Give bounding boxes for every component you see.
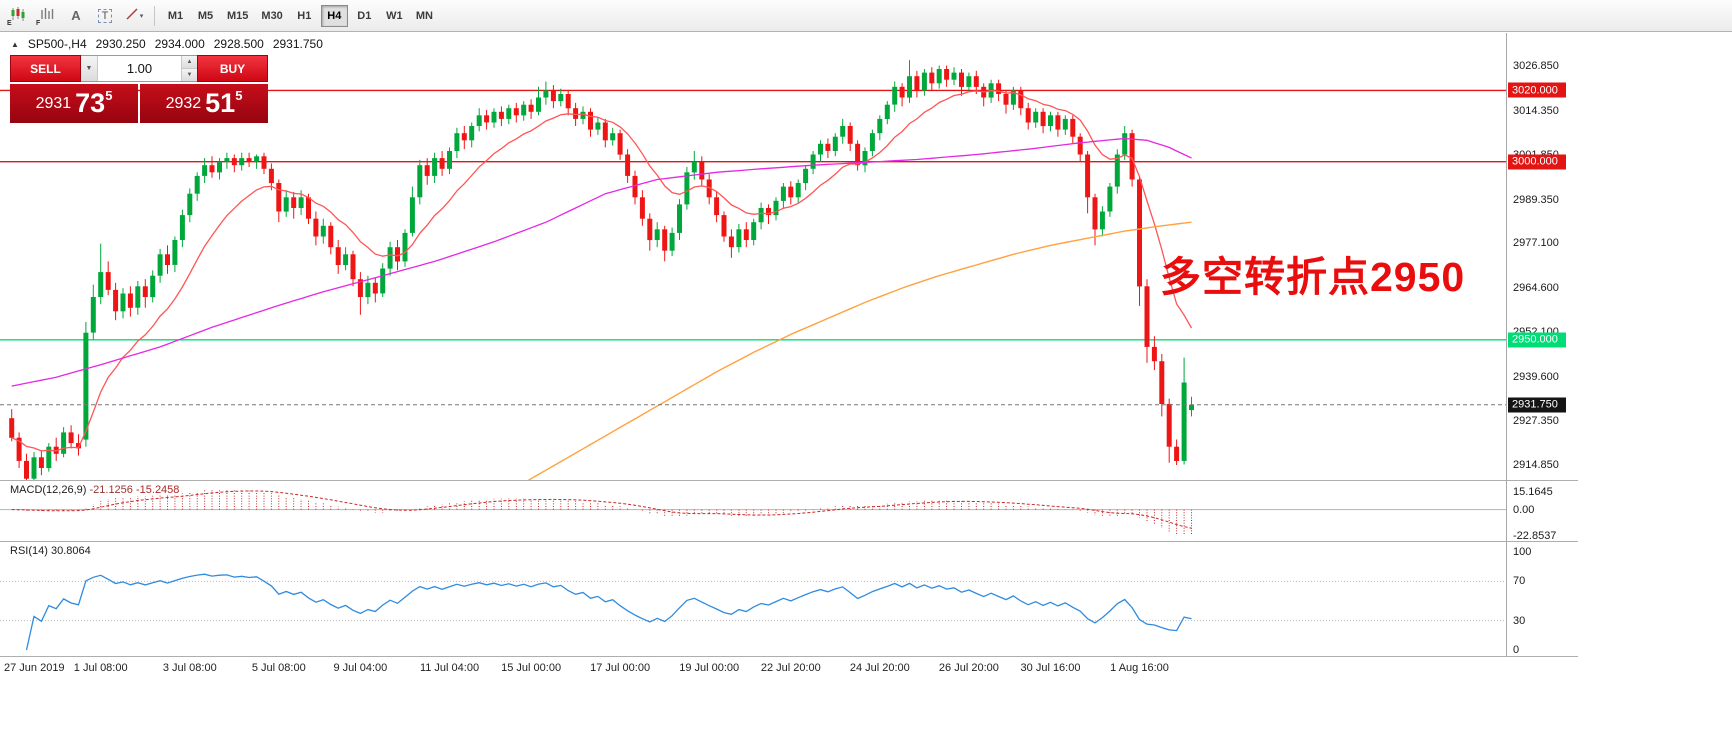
macd-axis-label: -22.8537 <box>1513 530 1557 542</box>
sell-price-main: 2931 <box>35 94 72 112</box>
textbox-tool-label: T <box>97 8 113 23</box>
buy-button[interactable]: BUY <box>197 55 268 82</box>
time-axis-label: 24 Jul 20:00 <box>849 662 910 674</box>
trendline-icon <box>125 7 139 24</box>
icon-badge-f: F <box>36 20 41 27</box>
rsi-axis-label: 30 <box>1513 614 1526 627</box>
timeframe-m5-button[interactable]: M5 <box>192 5 219 27</box>
hline-price-badge: 3020.000 <box>1508 82 1566 98</box>
text-tool-button[interactable]: A <box>62 3 90 28</box>
timeframe-m1-button[interactable]: M1 <box>162 5 189 27</box>
macd-label: MACD(12,26,9) -21.1256 -15.2458 <box>10 484 179 496</box>
rsi-value: 30.8064 <box>50 545 91 557</box>
time-axis-label: 17 Jul 00:00 <box>590 662 651 674</box>
price-axis-separator <box>1506 33 1507 657</box>
timeframe-d1-button[interactable]: D1 <box>351 5 378 27</box>
stepper-up-icon[interactable]: ▲ <box>182 56 197 68</box>
sell-button[interactable]: SELL <box>10 55 81 82</box>
time-axis-label: 1 Aug 16:00 <box>1110 662 1169 674</box>
hline-price-badge: 3000.000 <box>1508 154 1566 170</box>
buy-price-display[interactable]: 2932 51 5 <box>140 84 268 123</box>
textbox-tool-button[interactable]: T <box>91 3 119 28</box>
time-axis-label: 22 Jul 20:00 <box>760 662 821 674</box>
macd-axis-label: 15.1645 <box>1513 486 1553 498</box>
rsi-title: RSI(14) <box>10 545 48 557</box>
buy-price-big: 51 <box>205 88 236 118</box>
chart-type-icon-button[interactable]: E <box>4 3 32 28</box>
macd-panel[interactable] <box>0 481 1506 541</box>
volume-stepper[interactable]: ▲ ▼ <box>181 56 197 81</box>
current-price-badge: 2931.750 <box>1508 397 1566 413</box>
quote-low: 2928.500 <box>213 37 264 51</box>
rsi-axis-label: 0 <box>1513 644 1520 656</box>
quote-high: 2934.000 <box>154 37 205 51</box>
rsi-axis-label: 70 <box>1513 575 1526 588</box>
timeframe-h1-button[interactable]: H1 <box>291 5 318 27</box>
price-tick-label: 2914.850 <box>1513 459 1559 471</box>
icon-badge-e: E <box>7 20 12 27</box>
chart-annotation-text[interactable]: 多空转折点2950 <box>1160 254 1466 300</box>
main-price-chart[interactable] <box>0 33 1506 480</box>
symbol-marker-icon: ▲ <box>11 39 19 49</box>
hline-price-badge: 2950.000 <box>1508 332 1566 348</box>
panel-separator[interactable] <box>0 480 1578 481</box>
price-tick-label: 2927.350 <box>1513 414 1559 427</box>
text-tool-label: A <box>71 8 81 23</box>
time-axis-label: 1 Jul 08:00 <box>73 662 128 674</box>
sell-price-display[interactable]: 2931 73 5 <box>10 84 138 123</box>
timeframe-m30-button[interactable]: M30 <box>256 5 287 27</box>
tick-grid-icon-button[interactable]: F <box>33 3 61 28</box>
toolbar: E F A T ▾ M1 M5 M15 M30 H1 H4 D1 W1 MN <box>0 0 1732 32</box>
macd-signal-value: -15.2458 <box>135 484 180 496</box>
price-tick-label: 2977.100 <box>1513 237 1559 250</box>
quote-close: 2931.750 <box>272 37 323 51</box>
chevron-down-icon: ▾ <box>139 12 144 20</box>
timeframe-mn-button[interactable]: MN <box>411 5 438 27</box>
macd-title: MACD(12,26,9) <box>10 484 87 496</box>
time-axis-label: 30 Jul 16:00 <box>1020 662 1081 674</box>
time-axis-label: 11 Jul 04:00 <box>419 662 480 674</box>
price-axis[interactable]: 3026.8503014.3503001.8502989.3502977.100… <box>1506 0 1732 680</box>
time-axis-label: 9 Jul 04:00 <box>333 662 388 674</box>
volume-control: ▼ ▲▼ <box>81 55 197 82</box>
time-axis-label: 15 Jul 00:00 <box>501 662 562 674</box>
time-axis-label: 3 Jul 08:00 <box>162 662 217 674</box>
quote-symbol: SP500-,H4 <box>27 37 87 51</box>
timeframe-h4-button[interactable]: H4 <box>320 4 348 27</box>
quote-open: 2930.250 <box>95 37 146 51</box>
rsi-label: RSI(14) 30.8064 <box>10 545 91 557</box>
buy-price-main: 2932 <box>165 94 202 112</box>
time-axis-label: 27 Jun 2019 <box>4 662 65 674</box>
buy-price-sup: 5 <box>235 88 243 103</box>
volume-input[interactable] <box>98 56 181 81</box>
price-tick-label: 3014.350 <box>1513 104 1559 117</box>
stepper-down-icon[interactable]: ▼ <box>182 68 197 81</box>
price-tick-label: 2939.600 <box>1513 370 1559 383</box>
symbol-quote-line: ▲ SP500-,H4 2930.250 2934.000 2928.500 2… <box>11 37 323 51</box>
panel-separator[interactable] <box>0 541 1578 542</box>
sell-price-big: 73 <box>75 88 106 118</box>
rsi-panel[interactable] <box>0 542 1506 656</box>
price-tick-label: 2964.600 <box>1513 281 1559 294</box>
time-axis-label: 19 Jul 00:00 <box>679 662 740 674</box>
price-tick-label: 3026.850 <box>1513 60 1559 72</box>
macd-value: -21.1256 <box>89 484 133 496</box>
toolbar-separator <box>154 5 155 26</box>
line-tools-button[interactable]: ▾ <box>120 3 148 28</box>
candlestick-chart-icon <box>10 6 26 25</box>
timeframe-m15-button[interactable]: M15 <box>222 5 253 27</box>
timeframe-w1-button[interactable]: W1 <box>381 5 408 27</box>
price-tick-label: 2989.350 <box>1513 193 1559 206</box>
time-axis-label: 5 Jul 08:00 <box>251 662 306 674</box>
volume-dropdown-button[interactable]: ▼ <box>81 56 98 81</box>
time-axis[interactable]: 27 Jun 2019 1 Jul 08:00 3 Jul 08:00 5 Jul 0… <box>0 657 1506 678</box>
macd-axis-label: 0.00 <box>1513 503 1535 516</box>
panel-separator[interactable] <box>0 656 1578 657</box>
rsi-axis-label: 100 <box>1513 546 1532 558</box>
grid-icon <box>39 6 55 25</box>
time-axis-label: 26 Jul 20:00 <box>938 662 999 674</box>
sell-price-sup: 5 <box>105 88 113 103</box>
